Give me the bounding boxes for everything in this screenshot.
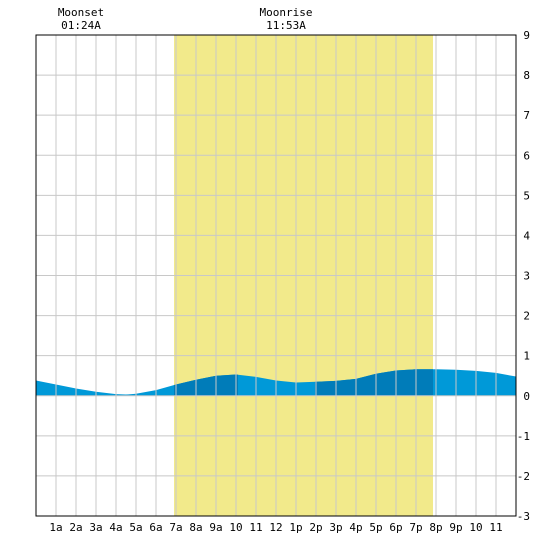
- x-tick-label: 4a: [109, 521, 122, 534]
- moon-event-time: 11:53A: [266, 19, 306, 32]
- x-tick-label: 8p: [429, 521, 442, 534]
- y-tick-label: 0: [523, 390, 530, 403]
- y-tick-label: 8: [523, 69, 530, 82]
- x-tick-label: 10: [469, 521, 482, 534]
- x-tick-label: 1p: [289, 521, 302, 534]
- y-tick-label: -2: [517, 470, 530, 483]
- y-tick-label: 4: [523, 229, 530, 242]
- x-tick-label: 2p: [309, 521, 322, 534]
- y-tick-label: -3: [517, 510, 530, 523]
- moon-event-label: Moonrise: [260, 6, 313, 19]
- y-tick-label: 3: [523, 270, 530, 283]
- x-tick-label: 6a: [149, 521, 162, 534]
- x-tick-label: 1a: [49, 521, 62, 534]
- x-tick-label: 11: [489, 521, 502, 534]
- y-tick-label: 2: [523, 310, 530, 323]
- x-tick-label: 3a: [89, 521, 102, 534]
- moon-event-time: 01:24A: [61, 19, 101, 32]
- x-tick-label: 2a: [69, 521, 82, 534]
- x-tick-label: 5a: [129, 521, 142, 534]
- y-tick-label: 1: [523, 350, 530, 363]
- moon-event-label: Moonset: [58, 6, 104, 19]
- x-tick-label: 12: [269, 521, 282, 534]
- y-tick-label: 9: [523, 29, 530, 42]
- x-tick-label: 10: [229, 521, 242, 534]
- x-tick-label: 3p: [329, 521, 342, 534]
- x-tick-label: 9p: [449, 521, 462, 534]
- x-tick-label: 8a: [189, 521, 202, 534]
- x-tick-label: 6p: [389, 521, 402, 534]
- y-tick-label: -1: [517, 430, 530, 443]
- plot-frame: [35, 34, 517, 517]
- y-tick-label: 6: [523, 149, 530, 162]
- y-tick-label: 7: [523, 109, 530, 122]
- x-tick-label: 11: [249, 521, 262, 534]
- y-tick-label: 5: [523, 189, 530, 202]
- x-tick-label: 9a: [209, 521, 222, 534]
- x-tick-label: 5p: [369, 521, 382, 534]
- x-tick-label: 7a: [169, 521, 182, 534]
- x-tick-label: 4p: [349, 521, 362, 534]
- x-tick-label: 7p: [409, 521, 422, 534]
